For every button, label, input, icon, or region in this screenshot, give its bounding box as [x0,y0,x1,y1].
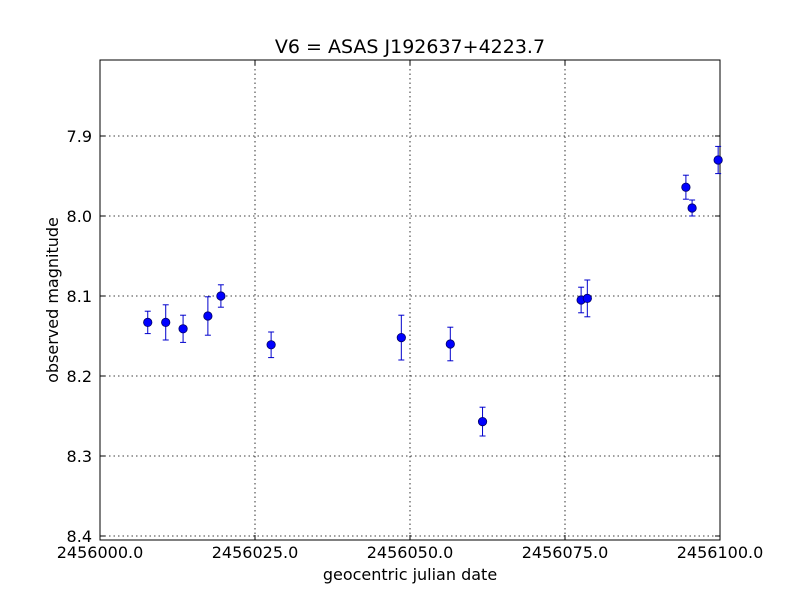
y-tick-label: 8.2 [67,367,92,386]
data-points [143,145,723,437]
data-point [681,182,691,192]
data-point [582,293,592,303]
x-axis-label: geocentric julian date [323,565,497,584]
data-point [266,340,276,350]
x-tick-label: 2456050.0 [367,543,454,562]
y-tick-label: 8.3 [67,447,92,466]
data-point [477,416,488,427]
data-point [713,155,723,165]
y-tick-label: 8.1 [67,287,92,306]
y-tick-label: 8.4 [67,527,92,546]
x-tick-label: 2456000.0 [57,543,144,562]
grid [100,60,720,540]
data-point [161,317,171,327]
data-point [687,203,697,213]
chart-title: V6 = ASAS J192637+4223.7 [275,36,545,58]
y-axis-label: observed magnitude [43,217,62,383]
x-tick-label: 2456100.0 [677,543,764,562]
data-point [178,324,188,334]
axis-ticks: 2456000.0 2456025.0 2456050.0 2456075.0 2456… [57,60,764,562]
y-tick-label: 7.9 [67,127,92,146]
y-tick-label: 8.0 [67,207,92,226]
data-point [445,339,455,349]
data-point [216,291,226,301]
data-point [203,311,213,321]
data-point [143,317,153,327]
x-tick-label: 2456075.0 [522,543,609,562]
x-tick-label: 2456025.0 [212,543,299,562]
data-point [396,332,406,343]
